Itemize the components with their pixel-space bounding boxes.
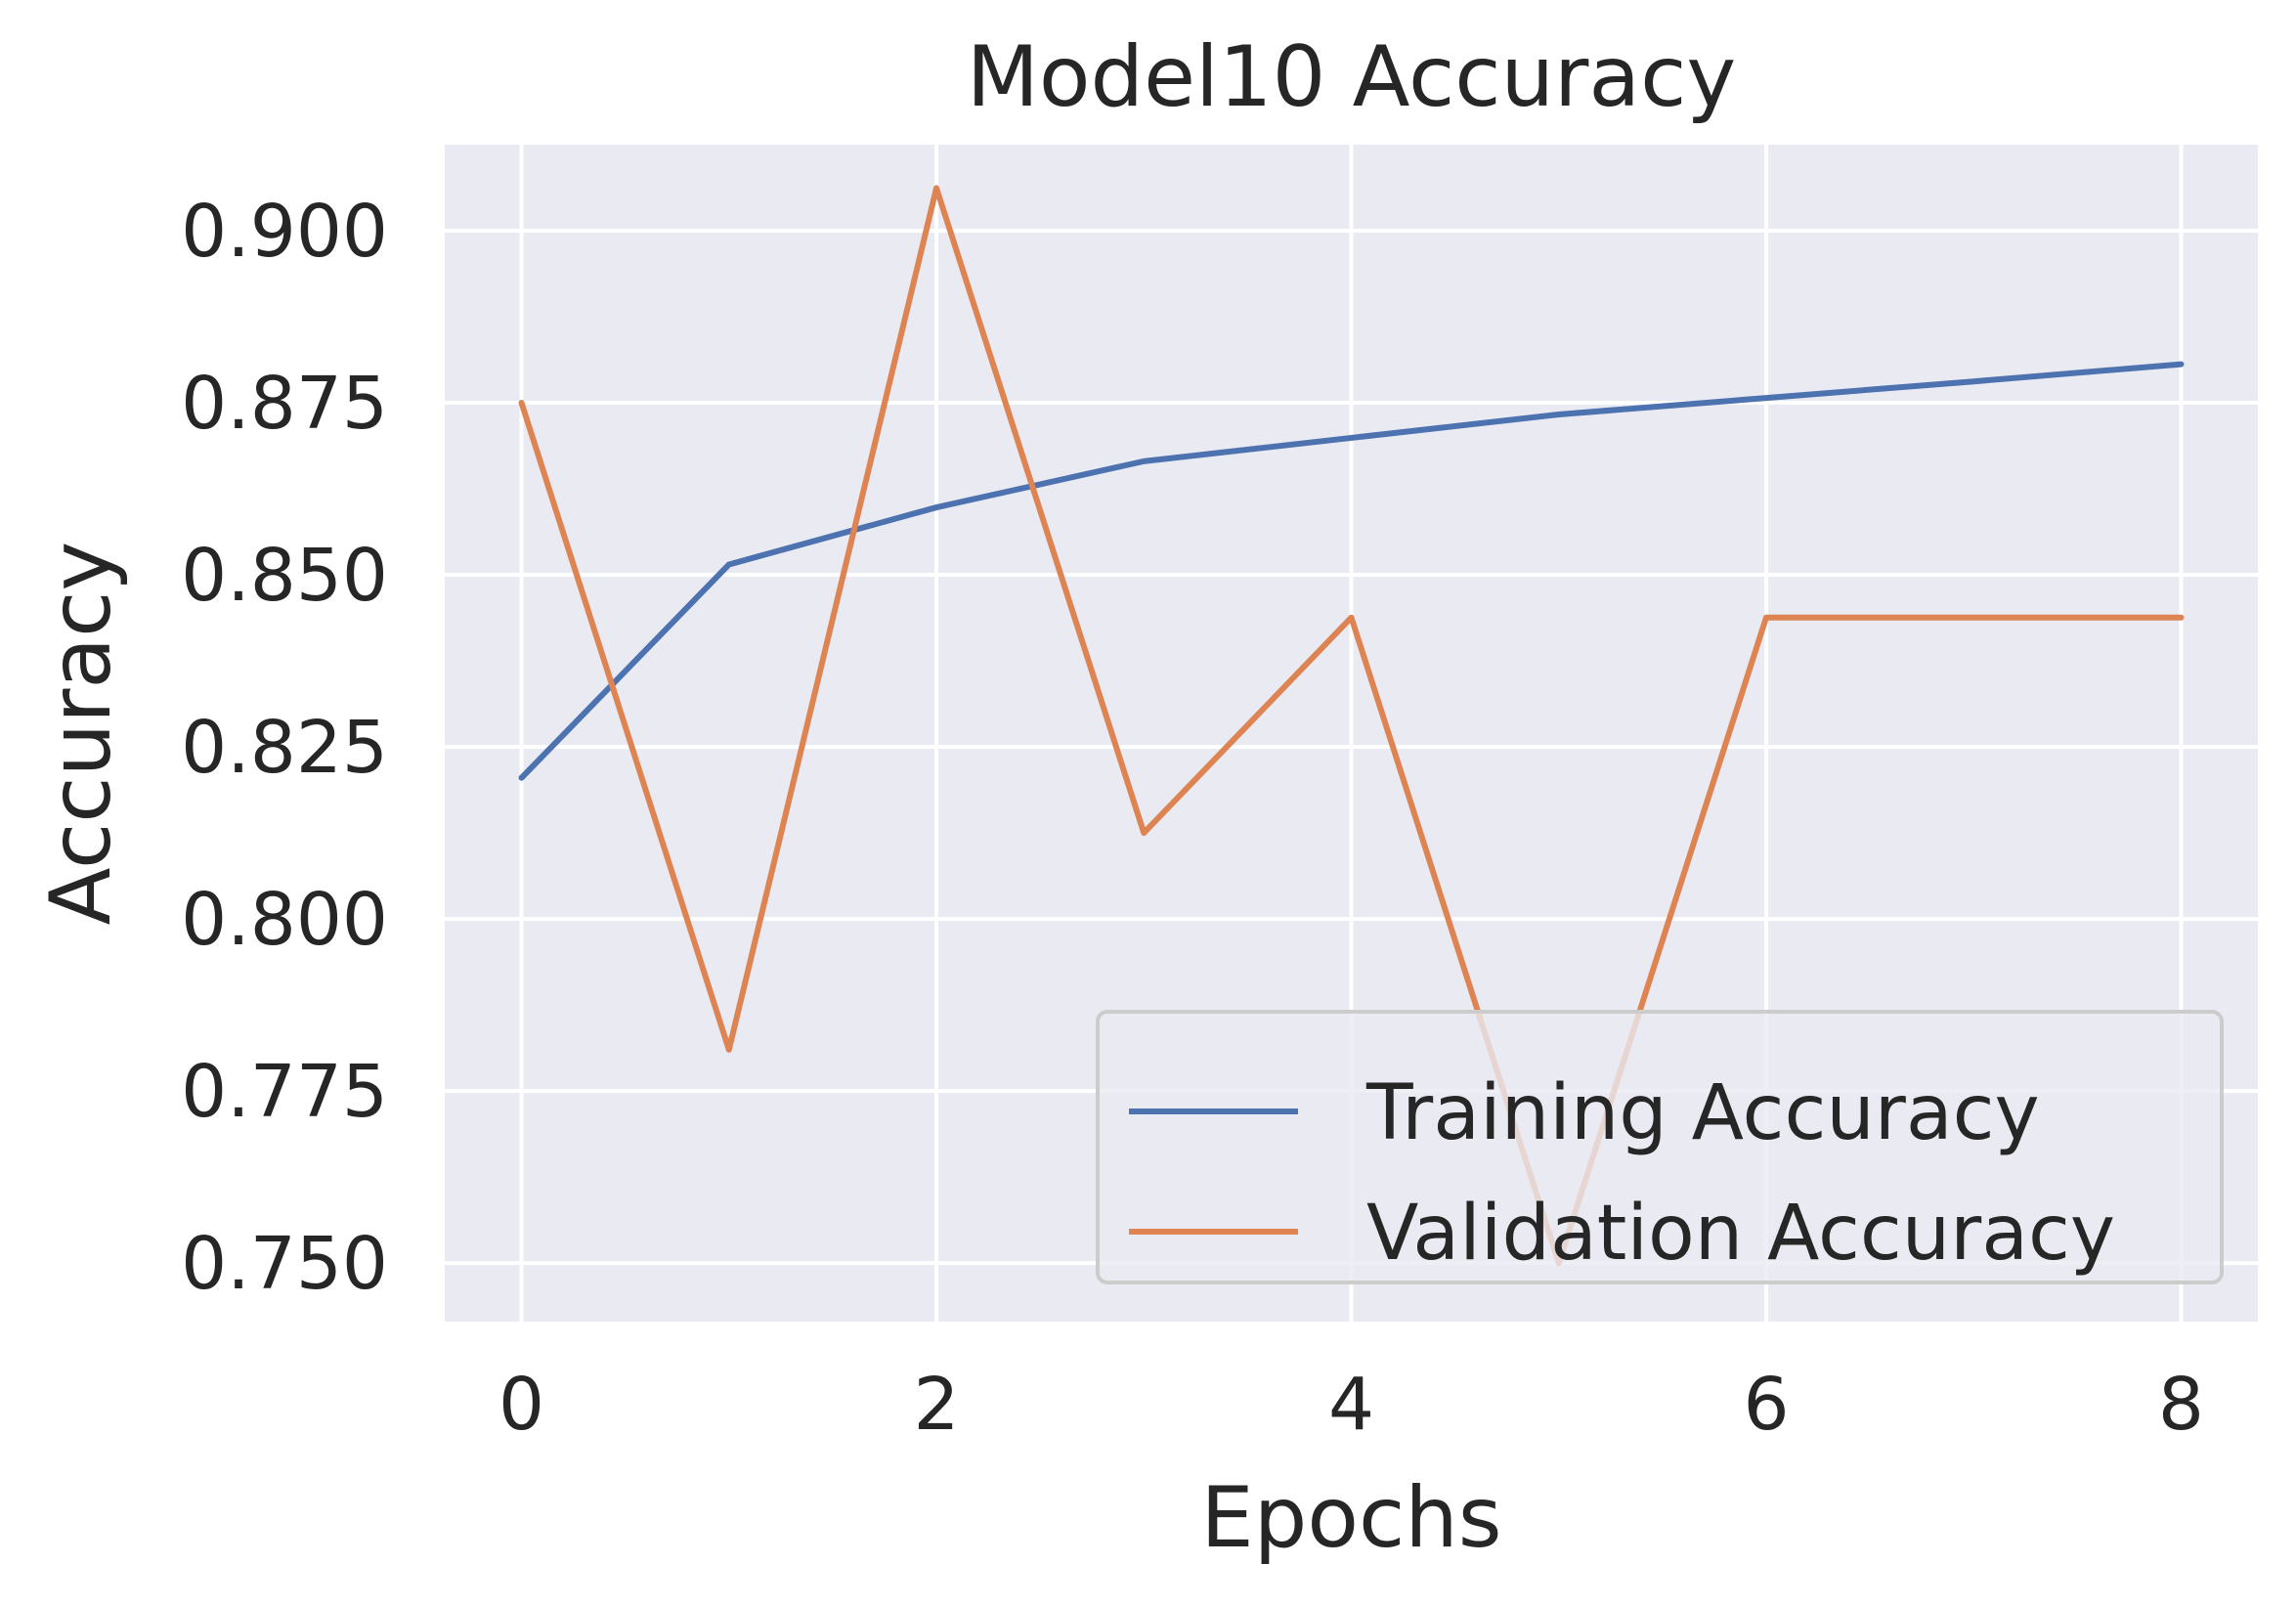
- legend-label-validation: Validation Accuracy: [1366, 1190, 2115, 1278]
- x-axis-label: Epochs: [1200, 1469, 1501, 1567]
- legend: Training Accuracy Validation Accuracy: [1096, 1010, 2224, 1284]
- x-tick-label: 0: [498, 1363, 544, 1447]
- y-tick-label: 0.850: [181, 534, 388, 618]
- legend-box: [1096, 1010, 2224, 1284]
- y-tick-label: 0.900: [181, 190, 388, 274]
- chart-title: Model10 Accuracy: [967, 28, 1737, 126]
- tick-labels: 0.750 0.775 0.800 0.825 0.850 0.875 0.900 0 2 4 6 8: [181, 190, 2204, 1447]
- series-lines: [518, 185, 2185, 1267]
- x-tick-label: 6: [1743, 1363, 1789, 1447]
- x-tick-label: 8: [2158, 1363, 2204, 1447]
- legend-label-training: Training Accuracy: [1365, 1069, 2040, 1157]
- y-tick-label: 0.775: [181, 1050, 388, 1134]
- series-line-training: [518, 361, 2185, 781]
- x-tick-label: 4: [1328, 1363, 1374, 1447]
- y-tick-label: 0.800: [181, 878, 388, 962]
- y-axis-label: Accuracy: [32, 542, 130, 926]
- y-tick-label: 0.875: [181, 362, 388, 446]
- series-line-validation: [518, 185, 2185, 1267]
- y-tick-label: 0.750: [181, 1222, 388, 1306]
- x-tick-label: 2: [913, 1363, 959, 1447]
- y-tick-label: 0.825: [181, 706, 388, 790]
